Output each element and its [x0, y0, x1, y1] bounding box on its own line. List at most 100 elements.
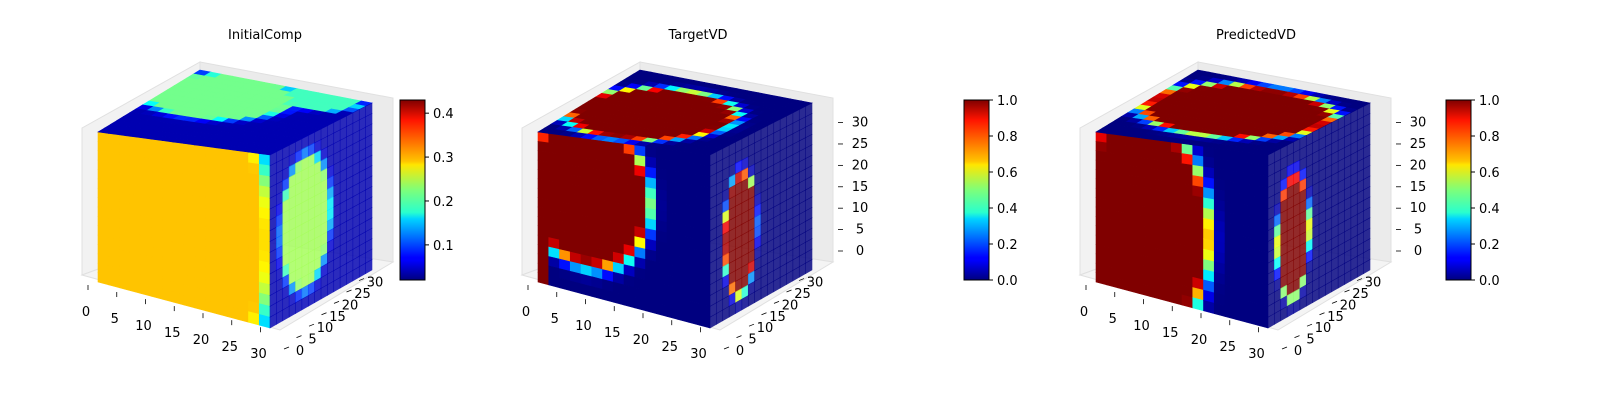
y-tick	[1331, 301, 1338, 304]
voxel	[162, 150, 174, 163]
colorbar: 0.0 0.2 0.4 0.6 0.8 1.0	[963, 94, 1018, 289]
voxel	[248, 173, 260, 187]
z-tick-label: 15	[1410, 180, 1427, 195]
voxel	[666, 169, 679, 183]
colorbar-tick-label: 0.6	[1479, 166, 1500, 181]
voxel	[1170, 161, 1183, 175]
colorbar-gradient	[1445, 99, 1472, 281]
y-tick	[333, 301, 340, 304]
voxel	[237, 171, 249, 185]
x-tick-label: 10	[1133, 319, 1150, 334]
voxel	[612, 151, 625, 165]
colorbar-tick-label: 0.0	[997, 274, 1018, 289]
voxel	[1213, 147, 1226, 161]
voxel	[1192, 144, 1204, 157]
voxel	[548, 133, 560, 145]
voxel	[1138, 137, 1151, 150]
voxel	[215, 157, 228, 171]
y-tick	[1356, 278, 1363, 281]
y-tick-label: 5	[748, 333, 756, 348]
voxel	[677, 150, 689, 164]
x-tick-label: 0	[1080, 305, 1088, 320]
voxel	[698, 163, 711, 177]
y-tick	[1344, 289, 1350, 293]
y-tick	[761, 312, 767, 316]
voxel	[677, 160, 689, 174]
voxel	[1256, 153, 1269, 167]
y-tick	[798, 278, 805, 281]
voxel	[666, 148, 679, 162]
top-face	[1095, 69, 1371, 156]
voxel	[666, 159, 679, 173]
z-tick-label: 0	[1414, 244, 1422, 259]
voxel	[258, 185, 271, 199]
front-face	[537, 131, 711, 329]
x-tick-label: 10	[135, 319, 152, 334]
x-tick-label: 15	[1162, 326, 1179, 341]
colorbar-tick-label: 0.0	[1479, 274, 1500, 289]
voxel	[569, 135, 582, 148]
z-tick-label: 15	[852, 180, 869, 195]
voxel	[194, 144, 206, 157]
x-tick-label: 10	[575, 319, 592, 334]
voxel	[1203, 166, 1215, 180]
voxel	[140, 137, 153, 150]
voxel	[1235, 181, 1247, 196]
colorbar-tick-label: 0.2	[433, 195, 454, 210]
y-tick	[773, 301, 780, 304]
voxel	[1203, 156, 1215, 169]
colorbar-tick-label: 0.3	[433, 151, 454, 166]
panel-predictedvd: PredictedVD 0 5 10 15 20 25 30 0510152025300510…	[1078, 28, 1500, 362]
voxel	[108, 133, 120, 145]
y-tick	[296, 335, 302, 338]
voxel	[183, 153, 196, 166]
voxel	[602, 150, 614, 163]
voxel	[1246, 183, 1258, 197]
colorbar: 0.1 0.2 0.3 0.4	[399, 99, 454, 281]
y-tick-label: 10	[1315, 321, 1332, 336]
voxel	[634, 164, 646, 178]
colorbar-tick-label: 0.4	[1479, 202, 1500, 217]
x-tick-label: 5	[111, 312, 119, 327]
voxel	[226, 159, 239, 173]
voxel	[183, 143, 196, 156]
y-tick-label: 10	[757, 321, 774, 336]
voxel	[688, 162, 700, 176]
x-tick-label: 15	[604, 326, 621, 341]
voxel	[698, 153, 711, 167]
voxel	[805, 259, 813, 275]
y-tick	[283, 346, 290, 350]
side-face	[269, 102, 373, 329]
voxel	[1224, 180, 1237, 194]
panel-title: PredictedVD	[1216, 28, 1296, 43]
z-tick-label: 10	[852, 201, 869, 216]
voxel	[623, 163, 636, 176]
voxel	[1246, 162, 1258, 176]
voxel	[1170, 151, 1183, 165]
voxel	[645, 146, 657, 159]
colorbar-gradient	[963, 99, 990, 281]
voxel	[365, 259, 373, 275]
voxel	[580, 147, 593, 160]
y-tick-label: 5	[1306, 333, 1314, 348]
voxel	[1149, 138, 1161, 151]
y-tick-label: 0	[296, 344, 304, 359]
voxel	[258, 174, 271, 188]
voxel	[237, 160, 249, 174]
voxel	[183, 163, 196, 176]
voxel	[645, 166, 657, 180]
y-tick	[723, 346, 730, 350]
z-tick-label: 0	[856, 244, 864, 259]
z-tick-label: 5	[856, 223, 864, 238]
voxel	[1256, 174, 1269, 188]
voxel	[1224, 159, 1237, 173]
voxel	[1149, 148, 1161, 161]
voxel	[1170, 141, 1183, 154]
z-tick-label: 30	[852, 116, 869, 131]
voxel	[194, 154, 206, 168]
z-tick-label: 25	[852, 137, 869, 152]
